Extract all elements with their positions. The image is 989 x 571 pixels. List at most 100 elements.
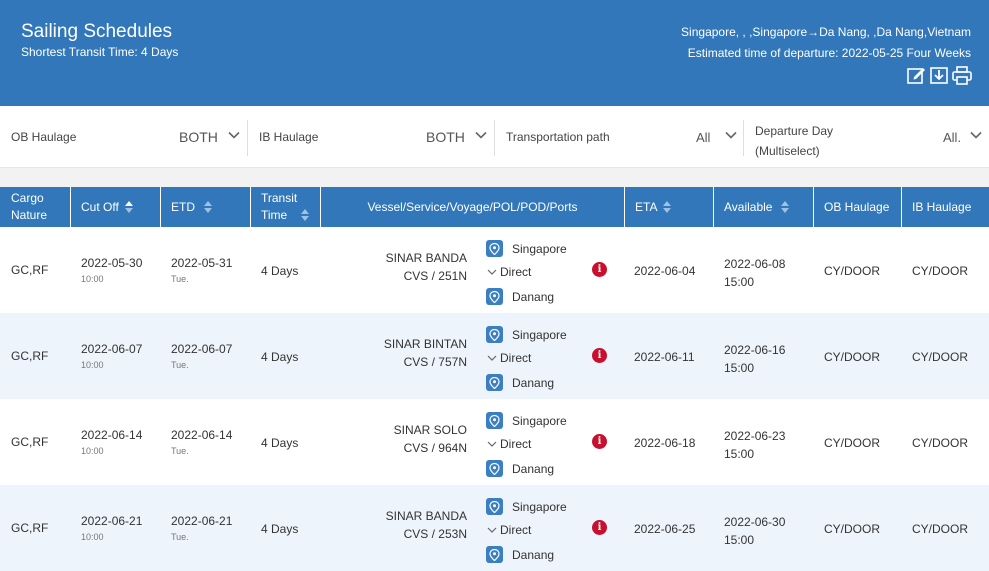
etd-day: Tue. [171, 360, 189, 370]
transit-time-cell: 4 Days [261, 522, 299, 536]
etd-text: Estimated time of departure: 2022-05-25 … [687, 46, 971, 60]
transportation-path-filter[interactable]: Transportation path All [495, 106, 744, 168]
cut-off-time: 10:00 [81, 532, 104, 542]
ib-haulage-label: IB Haulage [259, 130, 319, 144]
route-text: Singapore, , ,Singapore→Da Nang, ,Da Nan… [681, 25, 971, 39]
page-title: Sailing Schedules [21, 21, 173, 42]
etd-cell: 2022-06-07 Tue. [171, 342, 232, 370]
location-pin-icon [486, 288, 503, 305]
chevron-down-icon[interactable] [227, 128, 241, 142]
chevron-down-icon[interactable] [969, 128, 983, 142]
table-row[interactable]: GC,RF 2022-06-21 10:00 2022-06-21 Tue. 4 D… [0, 485, 989, 571]
pod: Danang [486, 374, 554, 391]
col-ib-haulage: IB Haulage [902, 187, 989, 227]
schedule-header: Sailing Schedules Shortest Transit Time:… [0, 0, 989, 106]
edit-icon[interactable] [906, 65, 926, 85]
cut-off-cell: 2022-06-14 10:00 [81, 428, 142, 456]
ib-haulage-cell: CY/DOOR [912, 350, 969, 364]
info-icon[interactable]: i [592, 520, 607, 535]
col-available-label: Available [724, 199, 773, 214]
location-pin-icon [486, 498, 503, 515]
etd-day: Tue. [171, 274, 189, 284]
col-transit-line2: Time [261, 208, 288, 222]
vessel-cell: SINAR SOLO CVS / 964N [321, 421, 467, 457]
pol-name: Singapore [512, 413, 567, 428]
route-type[interactable]: Direct [487, 437, 531, 451]
col-cut-off[interactable]: Cut Off [71, 187, 161, 227]
col-eta-label: ETA [635, 199, 658, 214]
cut-off-time: 10:00 [81, 360, 104, 370]
col-ib-haulage-label: IB Haulage [912, 199, 972, 214]
chevron-down-icon [487, 527, 497, 533]
pod: Danang [486, 288, 554, 305]
etd-day: Tue. [171, 446, 189, 456]
info-icon[interactable]: i [592, 262, 607, 277]
cut-off-date: 2022-05-30 [81, 256, 143, 270]
table-row[interactable]: GC,RF 2022-06-07 10:00 2022-06-07 Tue. 4 D… [0, 313, 989, 399]
available-date: 2022-06-23 [724, 429, 786, 443]
vessel-name: SINAR BANDA [385, 509, 467, 523]
table-row[interactable]: GC,RF 2022-06-14 10:00 2022-06-14 Tue. 4 D… [0, 399, 989, 485]
available-date: 2022-06-16 [724, 343, 786, 357]
chevron-down-icon[interactable] [724, 128, 738, 142]
col-ob-haulage: OB Haulage [814, 187, 902, 227]
pol-name: Singapore [512, 327, 567, 342]
ib-haulage-value: BOTH [426, 129, 465, 145]
ob-haulage-cell: CY/DOOR [824, 436, 881, 450]
departure-day-filter[interactable]: Departure Day (Multiselect) All. [744, 106, 989, 168]
chevron-down-icon[interactable] [474, 128, 488, 142]
col-etd-label: ETD [171, 199, 195, 214]
cut-off-date: 2022-06-14 [81, 428, 143, 442]
route-type-label: Direct [500, 437, 532, 451]
eta-cell: 2022-06-25 [634, 522, 696, 536]
ob-haulage-filter[interactable]: OB Haulage BOTH [0, 106, 248, 168]
departure-day-label-line1: Departure Day [755, 124, 834, 138]
header-actions [906, 65, 972, 85]
cargo-nature-cell: GC,RF [11, 435, 49, 449]
route-type[interactable]: Direct [487, 265, 531, 279]
divider [743, 120, 744, 156]
route-type[interactable]: Direct [487, 351, 531, 365]
cargo-nature-cell: GC,RF [11, 521, 49, 535]
etd-day: Tue. [171, 532, 189, 542]
route-type[interactable]: Direct [487, 523, 531, 537]
sort-icon[interactable] [781, 201, 790, 213]
cut-off-time: 10:00 [81, 274, 104, 284]
pod: Danang [486, 460, 554, 477]
ib-haulage-cell: CY/DOOR [912, 522, 969, 536]
available-date: 2022-06-08 [724, 257, 786, 271]
pol: Singapore [486, 498, 567, 515]
col-transit-time[interactable]: Transit Time [251, 187, 321, 227]
voyage-number: CVS / 964N [403, 441, 467, 455]
print-icon[interactable] [952, 65, 972, 85]
sort-icon[interactable] [663, 201, 672, 213]
col-cut-off-label: Cut Off [81, 199, 119, 214]
col-eta[interactable]: ETA [625, 187, 714, 227]
table-row[interactable]: GC,RF 2022-05-30 10:00 2022-05-31 Tue. 4 D… [0, 227, 989, 313]
eta-cell: 2022-06-04 [634, 264, 696, 278]
available-time: 15:00 [724, 361, 755, 375]
pod-name: Danang [512, 289, 555, 304]
cut-off-date: 2022-06-21 [81, 514, 143, 528]
sort-icon[interactable] [204, 201, 212, 213]
cut-off-time: 10:00 [81, 446, 104, 456]
info-icon[interactable]: i [592, 348, 607, 363]
pod: Danang [486, 546, 554, 563]
ib-haulage-cell: CY/DOOR [912, 264, 969, 278]
etd-date: 2022-06-14 [171, 428, 233, 442]
info-icon[interactable]: i [592, 434, 607, 449]
download-icon[interactable] [929, 65, 949, 85]
sort-icon[interactable] [124, 201, 133, 213]
route-type-label: Direct [500, 523, 532, 537]
pol-name: Singapore [512, 241, 567, 256]
sort-icon[interactable] [301, 209, 310, 221]
cut-off-cell: 2022-05-30 10:00 [81, 256, 142, 284]
col-etd[interactable]: ETD [161, 187, 251, 227]
col-available[interactable]: Available [714, 187, 814, 227]
col-vessel: Vessel/Service/Voyage/POL/POD/Ports [321, 187, 625, 227]
route-type-label: Direct [500, 351, 532, 365]
ib-haulage-filter[interactable]: IB Haulage BOTH [248, 106, 495, 168]
pol: Singapore [486, 326, 567, 343]
transit-time-cell: 4 Days [261, 350, 299, 364]
filter-bar: OB Haulage BOTH IB Haulage BOTH Transpor… [0, 106, 989, 168]
